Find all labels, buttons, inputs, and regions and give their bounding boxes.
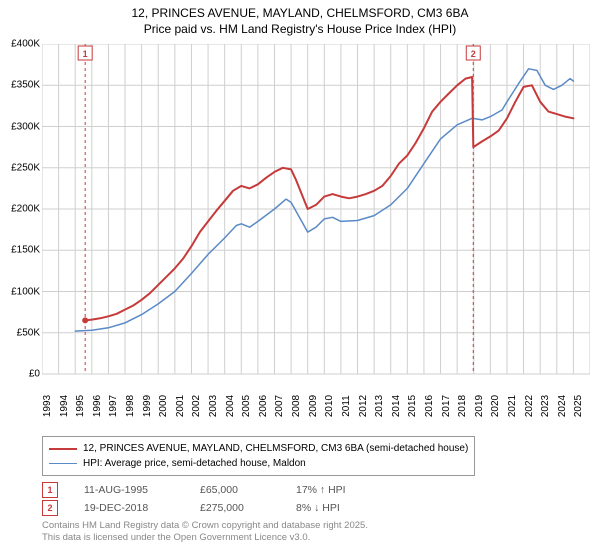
xtick-label: 2001	[175, 395, 186, 417]
svg-text:1: 1	[83, 49, 88, 59]
xtick-label: 1999	[142, 395, 153, 417]
ytick-label: £250K	[11, 162, 40, 173]
xtick-label: 2013	[374, 395, 385, 417]
xtick-label: 1998	[125, 395, 136, 417]
xtick-label: 2010	[324, 395, 335, 417]
legend-label-0: 12, PRINCES AVENUE, MAYLAND, CHELMSFORD,…	[83, 441, 468, 456]
tx-date-0: 11-AUG-1995	[84, 484, 174, 496]
legend-row-0: 12, PRINCES AVENUE, MAYLAND, CHELMSFORD,…	[49, 441, 468, 456]
legend-box: 12, PRINCES AVENUE, MAYLAND, CHELMSFORD,…	[42, 436, 475, 476]
xtick-label: 1996	[92, 395, 103, 417]
xtick-label: 2018	[457, 395, 468, 417]
ytick-label: £0	[29, 369, 40, 380]
transaction-row-1: 2 19-DEC-2018 £275,000 8% ↓ HPI	[42, 500, 590, 516]
title-line2: Price paid vs. HM Land Registry's House …	[0, 22, 600, 38]
xtick-label: 2021	[507, 395, 518, 417]
transaction-row-0: 1 11-AUG-1995 £65,000 17% ↑ HPI	[42, 482, 590, 498]
xtick-label: 2024	[557, 395, 568, 417]
xtick-label: 2020	[490, 395, 501, 417]
xtick-label: 2008	[291, 395, 302, 417]
xtick-label: 2012	[358, 395, 369, 417]
marker-box-1: 1	[42, 482, 58, 498]
ytick-label: £150K	[11, 245, 40, 256]
tx-price-0: £65,000	[200, 484, 270, 496]
xtick-label: 2005	[241, 395, 252, 417]
tx-date-1: 19-DEC-2018	[84, 502, 174, 514]
chart-area: 12	[42, 44, 590, 404]
legend-swatch-0	[49, 448, 77, 450]
transactions-table: 1 11-AUG-1995 £65,000 17% ↑ HPI 2 19-DEC…	[42, 482, 590, 516]
license-text: Contains HM Land Registry data © Crown c…	[42, 520, 590, 545]
xtick-label: 2000	[158, 395, 169, 417]
ytick-label: £200K	[11, 204, 40, 215]
xtick-label: 1993	[42, 395, 53, 417]
ytick-label: £350K	[11, 80, 40, 91]
xtick-label: 2016	[424, 395, 435, 417]
xtick-label: 2006	[258, 395, 269, 417]
xtick-label: 1997	[108, 395, 119, 417]
legend-swatch-1	[49, 463, 77, 464]
xtick-label: 2025	[573, 395, 584, 417]
xtick-label: 2017	[441, 395, 452, 417]
footer: 12, PRINCES AVENUE, MAYLAND, CHELMSFORD,…	[42, 436, 590, 545]
xtick-label: 2014	[391, 395, 402, 417]
xtick-label: 1994	[59, 395, 70, 417]
ytick-label: £400K	[11, 39, 40, 50]
xtick-label: 2002	[191, 395, 202, 417]
legend-label-1: HPI: Average price, semi-detached house,…	[83, 456, 306, 471]
tx-price-1: £275,000	[200, 502, 270, 514]
title-line1: 12, PRINCES AVENUE, MAYLAND, CHELMSFORD,…	[0, 6, 600, 22]
license-line2: This data is licensed under the Open Gov…	[42, 532, 590, 544]
xtick-label: 2019	[474, 395, 485, 417]
svg-text:2: 2	[471, 49, 476, 59]
xtick-label: 2009	[308, 395, 319, 417]
chart-svg: 12	[42, 44, 590, 404]
xtick-label: 2007	[274, 395, 285, 417]
tx-delta-0: 17% ↑ HPI	[296, 484, 346, 496]
ytick-label: £50K	[17, 327, 40, 338]
xtick-label: 2015	[407, 395, 418, 417]
xtick-label: 2023	[540, 395, 551, 417]
xtick-label: 2003	[208, 395, 219, 417]
chart-container: 12, PRINCES AVENUE, MAYLAND, CHELMSFORD,…	[0, 0, 600, 560]
tx-delta-1: 8% ↓ HPI	[296, 502, 340, 514]
marker-box-2: 2	[42, 500, 58, 516]
xtick-label: 2022	[524, 395, 535, 417]
title-block: 12, PRINCES AVENUE, MAYLAND, CHELMSFORD,…	[0, 0, 600, 37]
ytick-label: £300K	[11, 121, 40, 132]
xtick-label: 2011	[341, 395, 352, 417]
legend-row-1: HPI: Average price, semi-detached house,…	[49, 456, 468, 471]
ytick-label: £100K	[11, 286, 40, 297]
license-line1: Contains HM Land Registry data © Crown c…	[42, 520, 590, 532]
xtick-label: 1995	[75, 395, 86, 417]
xtick-label: 2004	[225, 395, 236, 417]
